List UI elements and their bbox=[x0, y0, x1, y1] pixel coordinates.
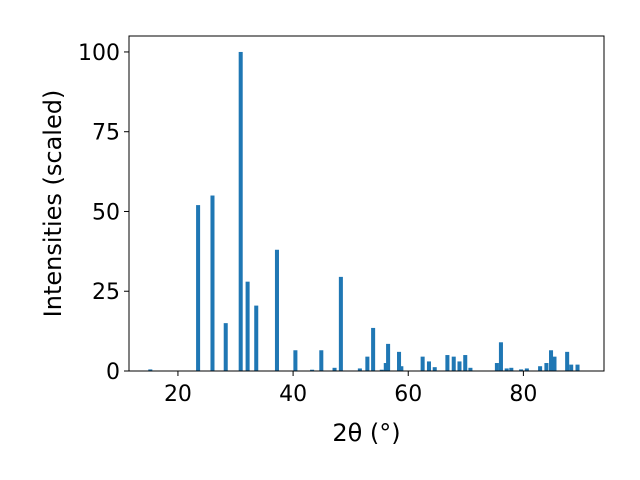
y-tick-label: 0 bbox=[106, 360, 120, 385]
bar bbox=[498, 342, 503, 371]
bar bbox=[274, 249, 279, 371]
bar bbox=[210, 195, 215, 371]
bar bbox=[379, 369, 384, 371]
x-tick-label: 20 bbox=[164, 382, 192, 407]
y-axis-ticks: 0 25 50 75 100 bbox=[78, 41, 129, 385]
bar bbox=[569, 364, 574, 371]
bar bbox=[338, 276, 343, 371]
y-tick-label: 50 bbox=[92, 200, 120, 225]
bar bbox=[432, 367, 437, 371]
bar bbox=[463, 355, 468, 371]
bar bbox=[365, 356, 370, 371]
y-tick-label: 75 bbox=[92, 121, 120, 146]
bar bbox=[371, 327, 376, 371]
y-tick-label: 100 bbox=[78, 41, 120, 66]
bars-group bbox=[148, 51, 580, 371]
bar bbox=[357, 368, 362, 371]
bar bbox=[565, 351, 570, 371]
bar bbox=[310, 369, 315, 371]
bar bbox=[254, 305, 259, 371]
bar bbox=[238, 51, 243, 371]
bar bbox=[494, 363, 499, 371]
bar bbox=[549, 350, 554, 371]
bar bbox=[538, 366, 543, 371]
bar bbox=[293, 350, 298, 371]
y-tick-label: 25 bbox=[92, 280, 120, 305]
bar bbox=[148, 369, 153, 371]
bar bbox=[245, 281, 250, 371]
bar bbox=[399, 366, 404, 371]
x-tick-label: 80 bbox=[509, 382, 537, 407]
bar bbox=[383, 363, 388, 371]
bar bbox=[319, 350, 324, 371]
bar bbox=[552, 356, 557, 371]
bar bbox=[524, 368, 529, 371]
bar bbox=[445, 355, 450, 371]
x-axis-ticks: 20 40 60 80 bbox=[164, 371, 537, 407]
bar bbox=[519, 369, 524, 371]
bar bbox=[544, 363, 549, 371]
bar bbox=[420, 356, 425, 371]
bar bbox=[386, 343, 391, 371]
bar bbox=[223, 323, 228, 371]
bar bbox=[451, 356, 456, 371]
bar bbox=[504, 368, 509, 371]
bar bbox=[575, 364, 580, 371]
bar bbox=[397, 351, 402, 371]
bar bbox=[332, 367, 337, 371]
bar bbox=[509, 367, 514, 371]
bar bbox=[196, 205, 201, 371]
x-axis-label: 2θ (°) bbox=[332, 419, 400, 447]
plot-frame bbox=[128, 35, 605, 372]
bar bbox=[426, 361, 431, 371]
x-tick-label: 40 bbox=[279, 382, 307, 407]
bar bbox=[468, 367, 473, 371]
y-axis-label: Intensities (scaled) bbox=[39, 90, 67, 318]
bar bbox=[457, 361, 462, 371]
x-tick-label: 60 bbox=[394, 382, 422, 407]
